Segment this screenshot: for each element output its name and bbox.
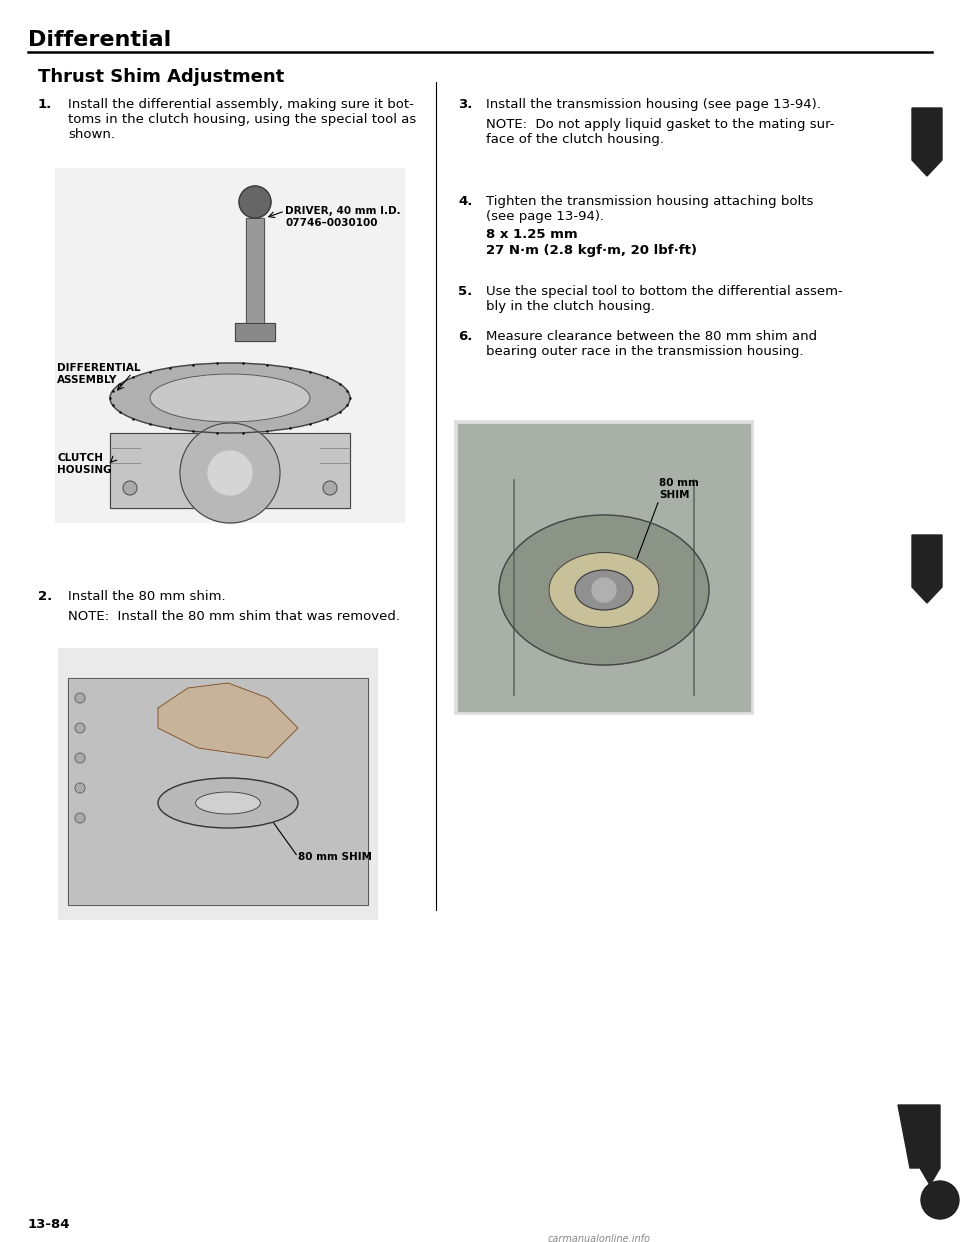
Text: Tighten the transmission housing attaching bolts
(see page 13-94).: Tighten the transmission housing attachi… (486, 195, 813, 224)
Text: CLUTCH
HOUSING: CLUTCH HOUSING (57, 453, 111, 474)
Polygon shape (158, 683, 298, 758)
Bar (68, 678, 368, 905)
Ellipse shape (575, 570, 633, 610)
Circle shape (592, 578, 616, 602)
Text: NOTE:  Do not apply liquid gasket to the mating sur-
face of the clutch housing.: NOTE: Do not apply liquid gasket to the … (486, 118, 834, 147)
Bar (55, 168, 405, 523)
Bar (110, 433, 350, 508)
Ellipse shape (549, 553, 659, 627)
Polygon shape (912, 535, 942, 604)
Text: Measure clearance between the 80 mm shim and
bearing outer race in the transmiss: Measure clearance between the 80 mm shim… (486, 330, 817, 358)
Circle shape (75, 814, 85, 823)
Bar (235, 323, 275, 342)
Ellipse shape (158, 777, 298, 828)
Text: NOTE:  Install the 80 mm shim that was removed.: NOTE: Install the 80 mm shim that was re… (68, 610, 400, 623)
Bar (454, 420, 754, 715)
Text: Use the special tool to bottom the differential assem-
bly in the clutch housing: Use the special tool to bottom the diffe… (486, 284, 843, 313)
Circle shape (75, 723, 85, 733)
Text: Install the differential assembly, making sure it bot-
toms in the clutch housin: Install the differential assembly, makin… (68, 98, 417, 142)
Text: Install the 80 mm shim.: Install the 80 mm shim. (68, 590, 226, 604)
Text: DIFFERENTIAL
ASSEMBLY: DIFFERENTIAL ASSEMBLY (57, 363, 140, 385)
Text: 8 x 1.25 mm: 8 x 1.25 mm (486, 229, 578, 241)
Circle shape (75, 693, 85, 703)
Ellipse shape (196, 792, 260, 814)
Bar (58, 648, 378, 920)
Text: 3.: 3. (458, 98, 472, 111)
Text: 13-84: 13-84 (28, 1218, 70, 1231)
Text: 2.: 2. (38, 590, 52, 604)
Ellipse shape (110, 363, 350, 433)
Circle shape (75, 753, 85, 763)
Polygon shape (912, 108, 942, 176)
Bar (235, 323, 275, 342)
Bar (246, 219, 264, 323)
Circle shape (921, 1181, 959, 1218)
Circle shape (180, 424, 280, 523)
Circle shape (123, 481, 137, 496)
Circle shape (75, 782, 85, 792)
Ellipse shape (150, 374, 310, 422)
Text: 80 mm
SHIM: 80 mm SHIM (659, 478, 699, 499)
Ellipse shape (499, 515, 709, 664)
Polygon shape (898, 1105, 940, 1185)
Text: carmanualonline.info: carmanualonline.info (548, 1235, 651, 1242)
Bar (68, 678, 368, 905)
Circle shape (208, 451, 252, 496)
Bar (246, 219, 264, 323)
Circle shape (239, 186, 271, 219)
Text: 80 mm SHIM: 80 mm SHIM (298, 852, 372, 862)
Text: Thrust Shim Adjustment: Thrust Shim Adjustment (38, 68, 284, 86)
Text: 27 N·m (2.8 kgf·m, 20 lbf·ft): 27 N·m (2.8 kgf·m, 20 lbf·ft) (486, 243, 697, 257)
Bar (110, 433, 350, 508)
Text: 5.: 5. (458, 284, 472, 298)
Bar (458, 424, 750, 710)
Text: 1.: 1. (38, 98, 52, 111)
Text: Install the transmission housing (see page 13-94).: Install the transmission housing (see pa… (486, 98, 821, 111)
Text: DRIVER, 40 mm I.D.
07746–0030100: DRIVER, 40 mm I.D. 07746–0030100 (285, 206, 400, 227)
Text: Differential: Differential (28, 30, 171, 50)
Text: 6.: 6. (458, 330, 472, 343)
Circle shape (323, 481, 337, 496)
Text: 4.: 4. (458, 195, 472, 207)
